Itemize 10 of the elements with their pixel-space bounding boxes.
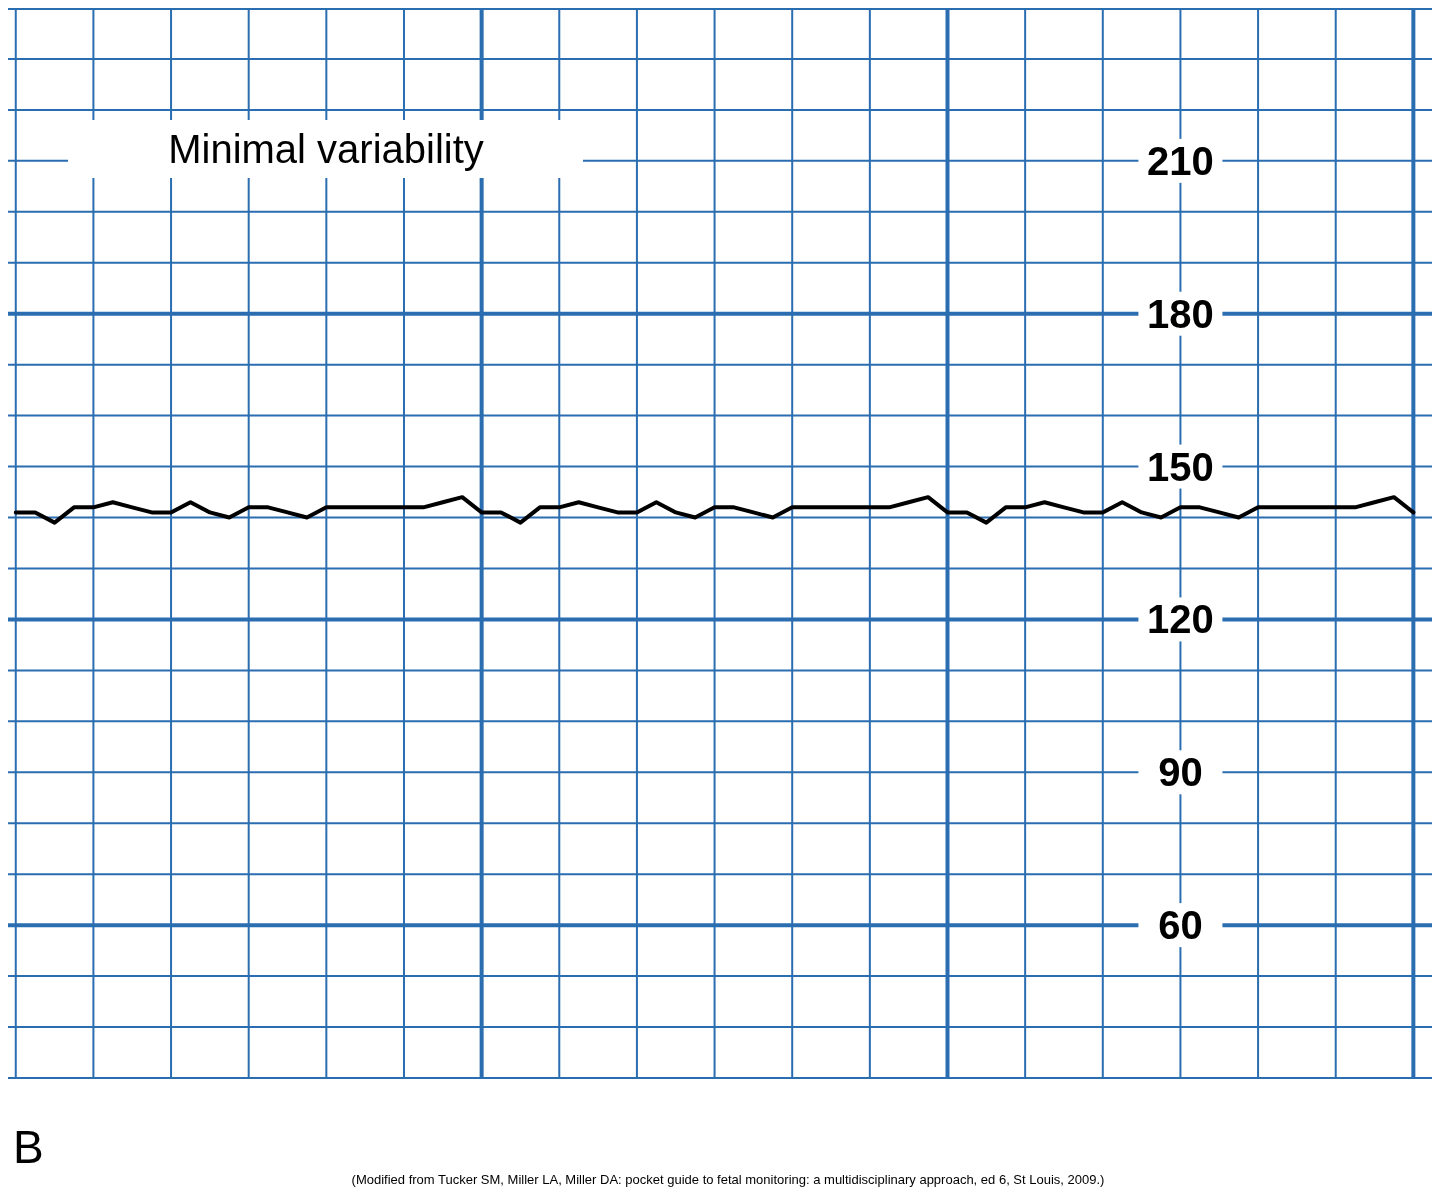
y-tick-label: 180 bbox=[1147, 291, 1214, 336]
y-tick-label: 90 bbox=[1158, 750, 1203, 795]
y-tick-label: 120 bbox=[1147, 597, 1214, 642]
text: (Modified from Tucker SM, Miller LA, Miller DA: pocket guide to fetal monitoring: a multidisciplinary approach, ed 6, St Louis, 2009.) bbox=[351, 1172, 1105, 1187]
line-series bbox=[13, 495, 1416, 525]
y-tick-label: 210 bbox=[1147, 138, 1214, 183]
text: Minimal variability bbox=[168, 127, 484, 171]
y-tick-label: 60 bbox=[1158, 903, 1203, 948]
text: B bbox=[13, 1121, 44, 1173]
y-tick-label: 150 bbox=[1147, 444, 1214, 489]
